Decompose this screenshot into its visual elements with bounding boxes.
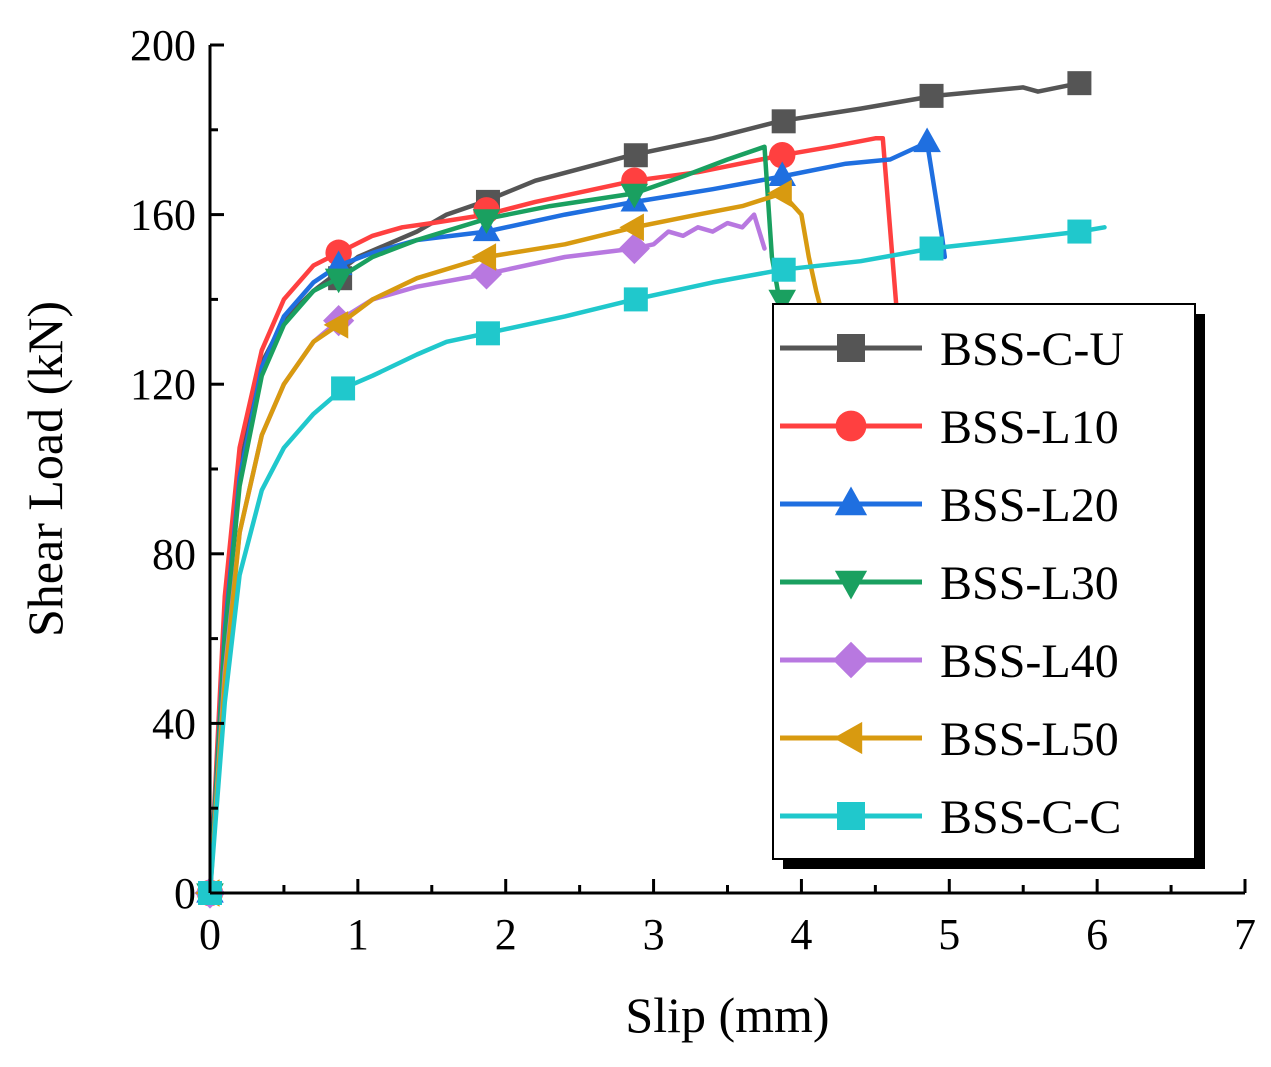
series-bss-l40 <box>194 212 767 909</box>
legend-label: BSS-L30 <box>940 557 1119 610</box>
y-tick-label: 80 <box>152 530 196 579</box>
y-tick-label: 200 <box>130 21 196 70</box>
series-layer <box>194 71 1107 909</box>
legend-entry: BSS-L20 <box>780 479 1119 532</box>
legend-label: BSS-C-C <box>940 791 1121 844</box>
x-tick-label: 0 <box>199 910 221 959</box>
data-point-bss-l30-1 <box>324 268 353 294</box>
legend-entry: BSS-L30 <box>780 557 1119 610</box>
legend-marker-bss-l50 <box>833 721 863 755</box>
data-point-bss-c-c-3 <box>623 287 648 312</box>
data-point-bss-c-c-1 <box>331 376 356 401</box>
x-axis-title: Slip (mm) <box>625 987 829 1043</box>
legend-entry: BSS-L50 <box>780 713 1119 766</box>
y-axis-title: Shear Load (kN) <box>17 301 73 637</box>
legend-entry: BSS-C-U <box>780 323 1124 376</box>
data-point-bss-c-c-4 <box>771 257 796 282</box>
data-point-bss-l10-4 <box>769 142 796 169</box>
y-tick-label: 40 <box>152 699 196 748</box>
series-line-bss-l30 <box>207 144 782 896</box>
legend-label: BSS-L40 <box>940 635 1119 688</box>
legend-entry: BSS-C-C <box>780 791 1121 844</box>
data-point-bss-l20-4 <box>768 161 797 187</box>
axes-layer: 0 1 2 3 4 5 6 7 0 40 80 120 160 200 <box>130 21 1256 959</box>
data-point-bss-l50-1 <box>323 311 349 339</box>
legend-label: BSS-L50 <box>940 713 1119 766</box>
x-tick-label: 5 <box>938 910 960 959</box>
x-tick-label: 6 <box>1086 910 1108 959</box>
legend-label: BSS-L10 <box>940 401 1119 454</box>
legend-marker-bss-l10 <box>835 410 867 442</box>
legend: BSS-C-U BSS-L10 BSS-L20 BSS-L30 BSS-L40 BSS-L… <box>772 303 1205 869</box>
data-point-bss-l40-3 <box>618 232 650 265</box>
data-point-bss-c-u-5 <box>919 83 944 108</box>
data-point-bss-c-c-6 <box>1067 219 1092 244</box>
series-bss-l50 <box>195 179 823 907</box>
series-line-bss-l10 <box>207 136 905 896</box>
series-bss-l30 <box>196 144 797 908</box>
legend-marker-bss-c-u <box>837 334 865 362</box>
y-tick-label: 120 <box>130 360 196 409</box>
data-point-bss-c-u-3 <box>623 143 648 168</box>
data-point-bss-c-c-2 <box>475 321 500 346</box>
data-point-bss-l20-5 <box>913 127 941 153</box>
y-tick-label: 160 <box>130 191 196 240</box>
legend-entry: BSS-L40 <box>780 635 1119 688</box>
series-bss-c-c <box>198 219 1107 905</box>
legend-marker-bss-c-c <box>837 802 865 830</box>
data-point-bss-c-c-5 <box>919 236 944 261</box>
legend-label: BSS-C-U <box>940 323 1124 376</box>
data-point-bss-l30-4 <box>768 289 797 315</box>
data-point-bss-l30-3 <box>620 183 649 209</box>
x-tick-label: 1 <box>347 910 369 959</box>
legend-marker-bss-l20 <box>834 486 868 516</box>
data-point-bss-l50-4 <box>767 179 792 208</box>
legend-marker-bss-l40 <box>832 641 870 679</box>
legend-label: BSS-L20 <box>940 479 1119 532</box>
legend-entry: BSS-L10 <box>780 401 1119 454</box>
data-point-bss-l50-2 <box>471 243 497 271</box>
x-tick-label: 4 <box>790 910 812 959</box>
data-point-bss-l50-3 <box>619 213 644 242</box>
data-point-bss-l30-2 <box>472 209 501 234</box>
x-tick-label: 3 <box>643 910 665 959</box>
x-tick-label: 2 <box>495 910 517 959</box>
data-point-bss-c-u-4 <box>771 109 796 134</box>
x-tick-label: 7 <box>1234 910 1256 959</box>
y-tick-label: 0 <box>174 869 196 918</box>
data-point-bss-c-u-6 <box>1067 71 1092 96</box>
legend-marker-bss-l30 <box>834 570 868 600</box>
